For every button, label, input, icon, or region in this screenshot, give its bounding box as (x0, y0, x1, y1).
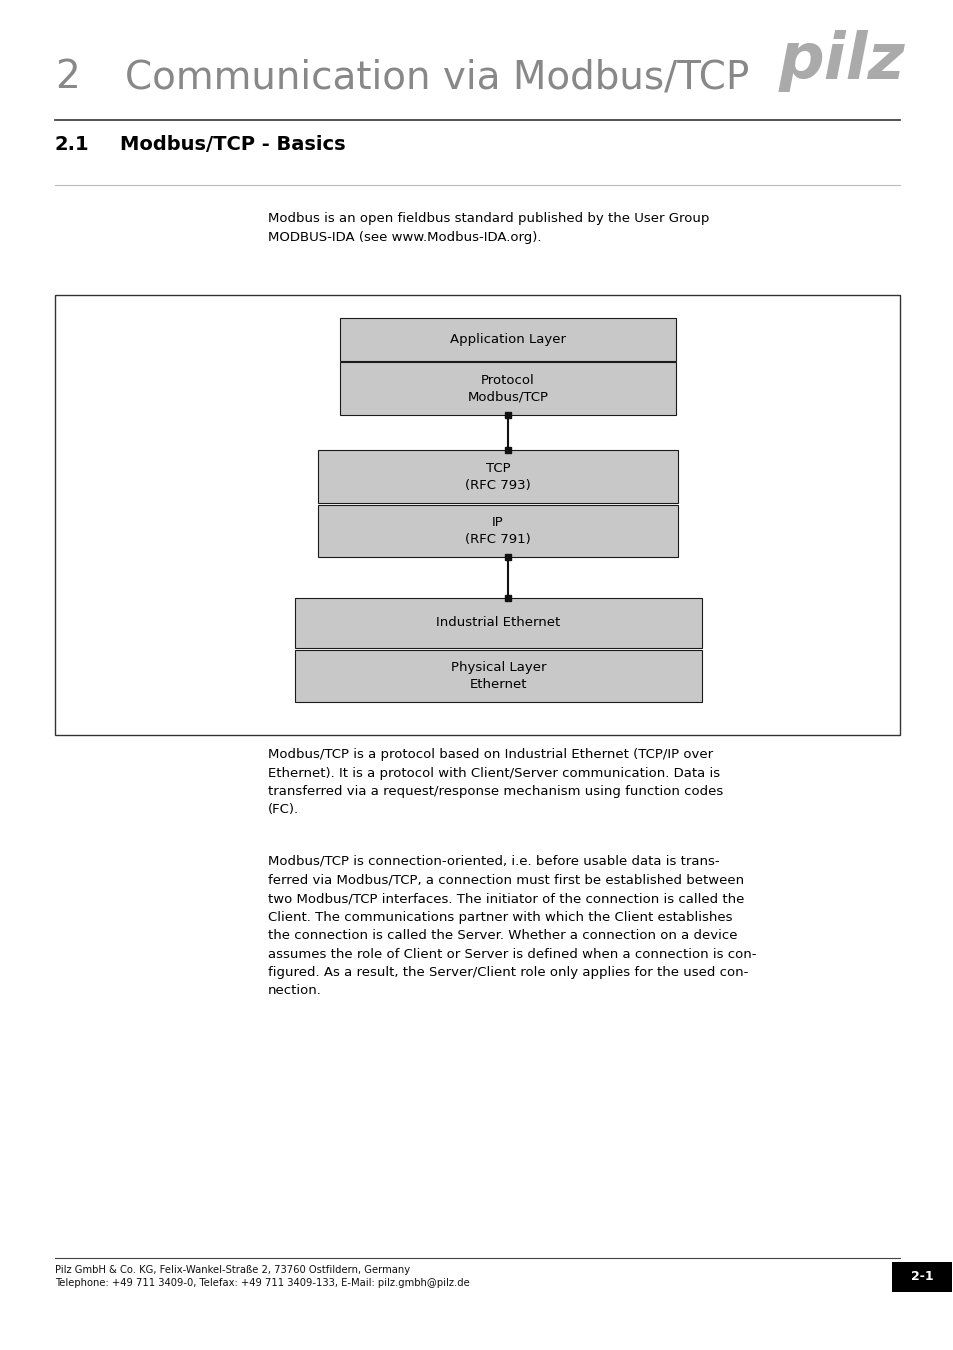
Bar (317, 450, 678, 504)
Bar (317, 505, 678, 558)
Text: Modbus/TCP - Basics: Modbus/TCP - Basics (120, 135, 345, 154)
Text: Modbus/TCP is a protocol based on Industrial Ethernet (TCP/IP over
Ethernet). It: Modbus/TCP is a protocol based on Indust… (268, 748, 722, 817)
Text: Communication via Modbus/TCP: Communication via Modbus/TCP (125, 58, 749, 96)
Text: 2.1: 2.1 (55, 135, 90, 154)
Text: Physical Layer
Ethernet: Physical Layer Ethernet (450, 662, 546, 691)
Text: pilz: pilz (778, 30, 904, 92)
Bar (294, 649, 701, 702)
Text: Modbus is an open fieldbus standard published by the User Group
MODBUS-IDA (see : Modbus is an open fieldbus standard publ… (268, 212, 709, 243)
Text: Application Layer: Application Layer (450, 333, 565, 346)
Text: 2-1: 2-1 (910, 1270, 932, 1284)
Text: TCP
(RFC 793): TCP (RFC 793) (465, 462, 530, 491)
Bar (891, 1262, 951, 1292)
Text: IP
(RFC 791): IP (RFC 791) (465, 516, 530, 545)
Bar (339, 362, 676, 414)
Text: Telephone: +49 711 3409-0, Telefax: +49 711 3409-133, E-Mail: pilz.gmbh@pilz.de: Telephone: +49 711 3409-0, Telefax: +49 … (55, 1278, 469, 1288)
Bar (339, 319, 676, 360)
Bar (294, 598, 701, 648)
Text: Modbus/TCP is connection-oriented, i.e. before usable data is trans-
ferred via : Modbus/TCP is connection-oriented, i.e. … (268, 855, 756, 998)
Text: Pilz GmbH & Co. KG, Felix-Wankel-Straße 2, 73760 Ostfildern, Germany: Pilz GmbH & Co. KG, Felix-Wankel-Straße … (55, 1265, 410, 1274)
Bar (55, 296, 899, 734)
Text: Industrial Ethernet: Industrial Ethernet (436, 617, 560, 629)
Text: 2: 2 (55, 58, 80, 96)
Text: Protocol
Modbus/TCP: Protocol Modbus/TCP (467, 374, 548, 404)
